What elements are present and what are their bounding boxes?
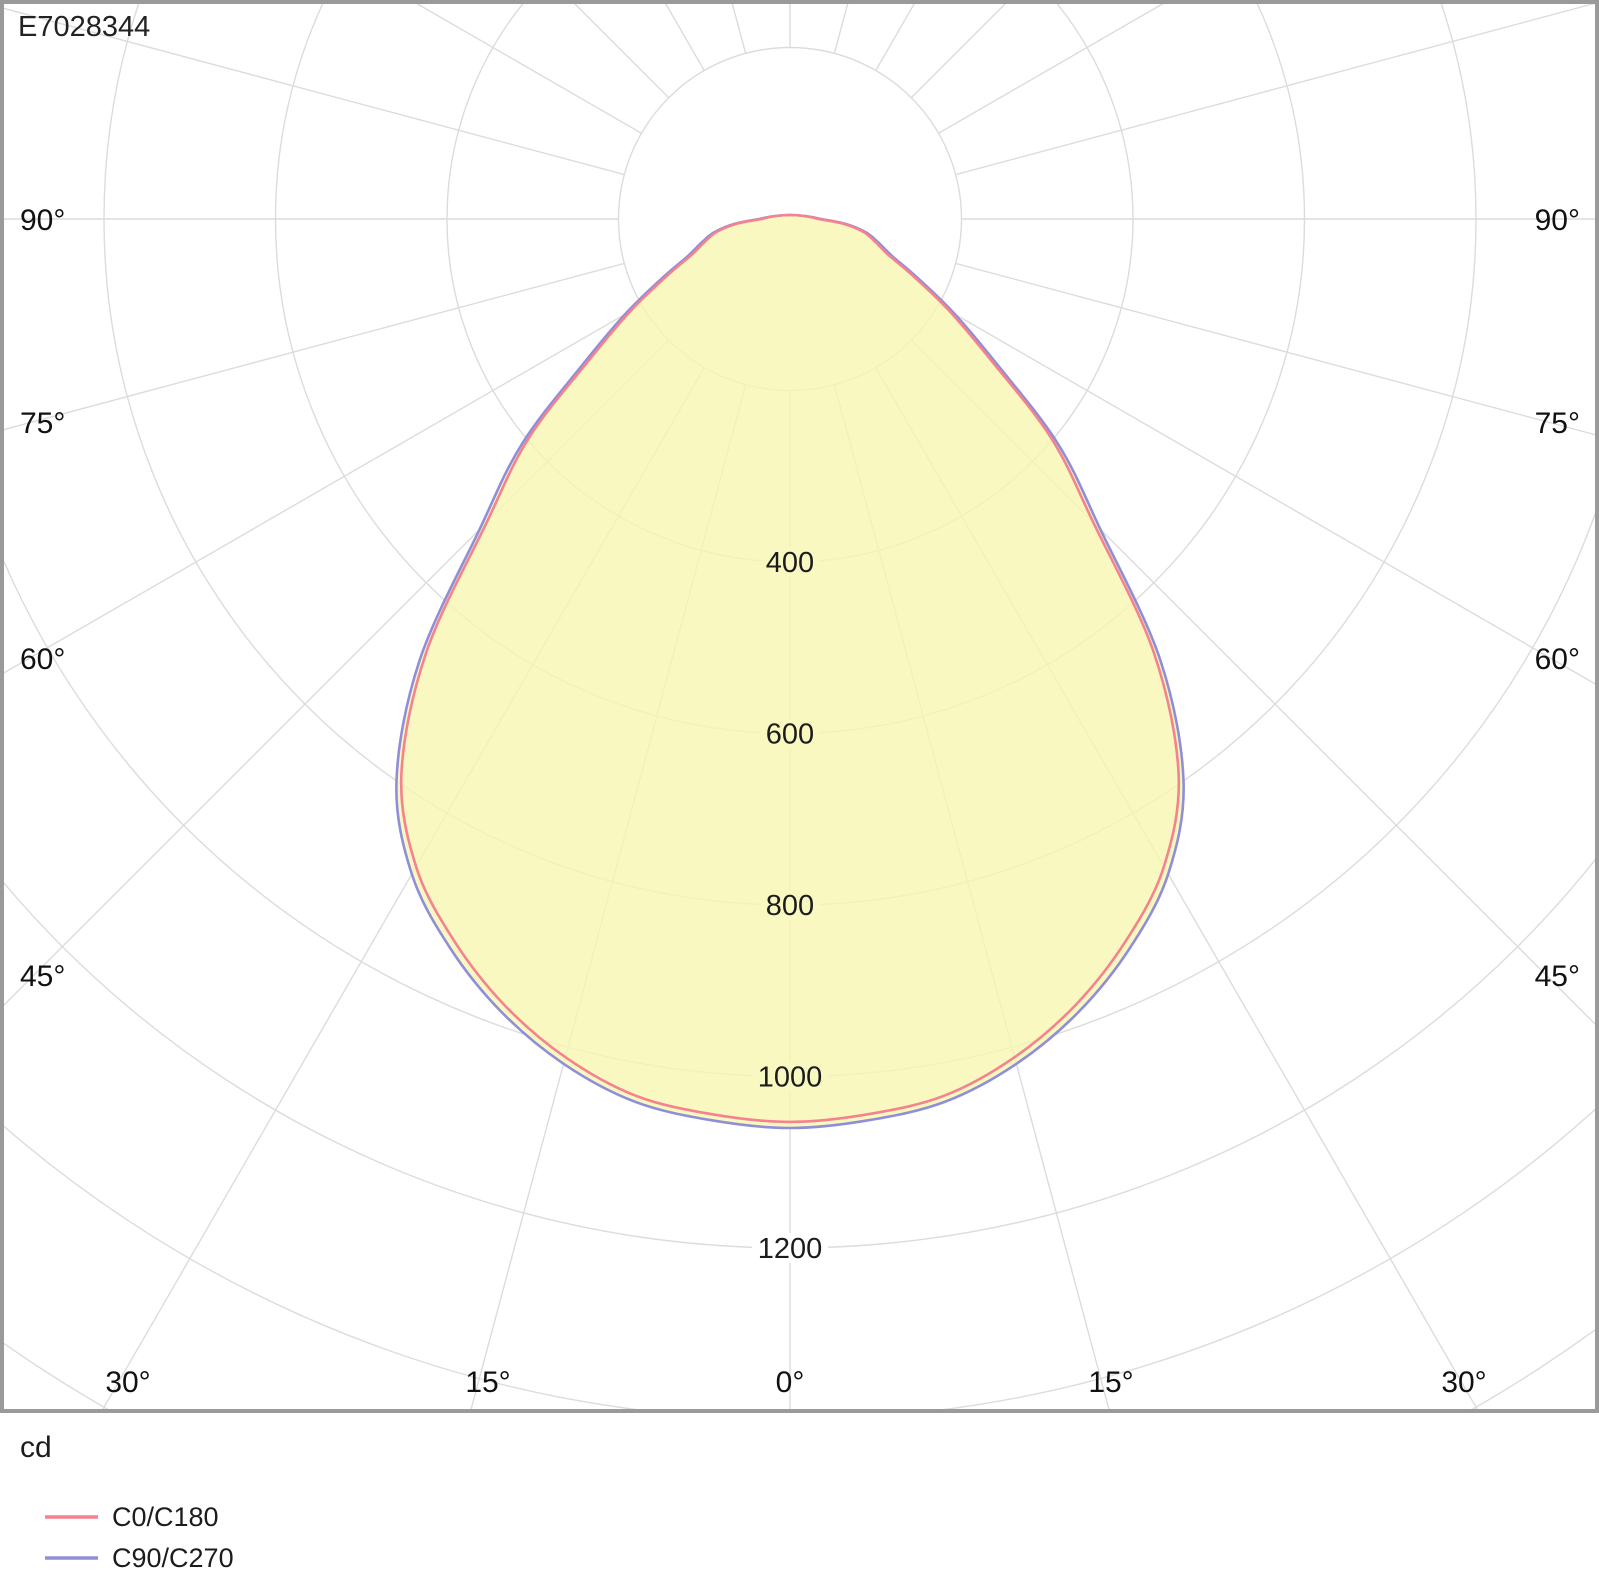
angle-tick-label-bottom: 0° <box>776 1366 805 1399</box>
angle-tick-label-bottom: 15° <box>465 1366 510 1399</box>
polar-grid-spoke <box>416 4 642 134</box>
radial-tick-label: 600 <box>766 719 814 751</box>
polar-grid-spoke <box>955 262 1595 436</box>
angle-tick-label-left: 90° <box>20 204 65 237</box>
radial-tick-label-bg <box>760 890 820 920</box>
curve-c0-c180 <box>399 213 1181 1124</box>
chart-title: E7028344 <box>18 11 150 43</box>
polar-grid-spoke <box>955 4 1595 176</box>
angle-tick-label-left: 45° <box>20 960 65 993</box>
radial-tick-label-bg <box>760 547 820 577</box>
radial-tick-label-bg <box>760 718 820 749</box>
legend: C0/C180 C90/C270 <box>45 1502 234 1573</box>
curve-c90-c270 <box>395 213 1185 1130</box>
polar-grid-spoke <box>4 262 625 431</box>
polar-grid-spoke <box>938 304 1595 685</box>
radial-tick-label: 1000 <box>758 1062 823 1094</box>
distribution-curves <box>395 213 1185 1130</box>
angle-tick-label-right: 90° <box>1535 204 1580 237</box>
polar-grid-spoke <box>4 304 642 674</box>
radial-tick-labels: 400 600 800 1000 1200 <box>752 547 828 1265</box>
radial-tick-label-bg <box>752 1233 828 1263</box>
legend-label-c90-c270: C90/C270 <box>112 1543 234 1573</box>
distribution-fill <box>396 215 1184 1128</box>
angle-tick-label-bottom: 15° <box>1088 1366 1133 1399</box>
radial-tick-label: 400 <box>766 547 814 579</box>
radial-tick-label: 1200 <box>758 1233 823 1265</box>
angle-tick-labels: 90° 90° 75° 75° 60° 60° 45° 45° 30° 15° 0° 15° 30° <box>20 204 1580 1399</box>
angle-tick-label-left: 60° <box>20 643 65 676</box>
radial-tick-label: 800 <box>766 890 814 922</box>
polar-grid-spoke <box>4 7 625 176</box>
legend-label-c0-c180: C0/C180 <box>112 1502 219 1532</box>
angle-tick-label-bottom: 30° <box>105 1366 150 1399</box>
angle-tick-label-right: 60° <box>1535 643 1580 676</box>
angle-tick-label-bottom: 30° <box>1441 1366 1486 1399</box>
polar-grid-spoke <box>938 4 1164 134</box>
angle-tick-label-right: 75° <box>1535 407 1580 440</box>
angle-tick-label-right: 45° <box>1535 960 1580 993</box>
radial-tick-label-bg <box>752 1061 828 1092</box>
units-label: cd <box>20 1431 52 1464</box>
angle-tick-label-left: 75° <box>20 407 65 440</box>
